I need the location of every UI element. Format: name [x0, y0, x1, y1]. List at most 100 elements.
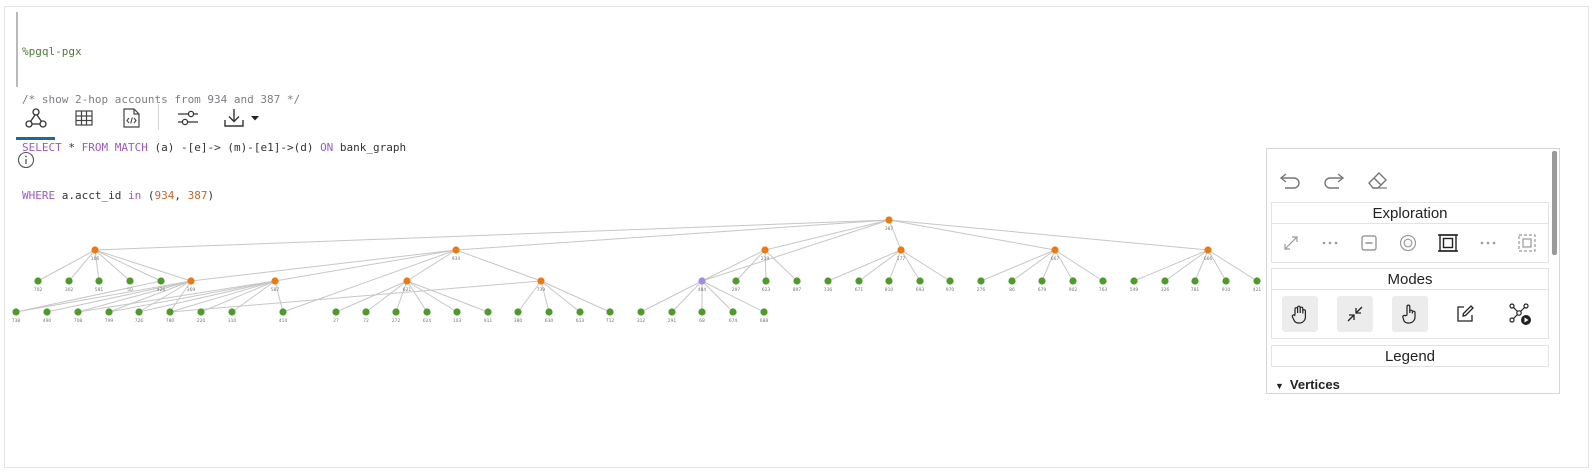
tab-graph-view[interactable]	[18, 100, 54, 136]
vertex-special[interactable]	[698, 277, 706, 285]
graph-edge[interactable]	[701, 280, 765, 313]
group-icon[interactable]	[1437, 232, 1459, 254]
vertex-hub[interactable]	[271, 277, 279, 285]
graph-edge[interactable]	[900, 249, 951, 282]
graph-edge[interactable]	[1164, 249, 1209, 282]
vertex-leaf[interactable]	[1222, 277, 1230, 285]
vertex-leaf[interactable]	[545, 308, 553, 316]
graph-edge[interactable]	[1054, 249, 1104, 282]
vertex-leaf[interactable]	[1099, 277, 1107, 285]
graph-edge[interactable]	[858, 249, 902, 282]
vertex-leaf[interactable]	[946, 277, 954, 285]
vertex-hub[interactable]	[403, 277, 411, 285]
vertex-leaf[interactable]	[760, 308, 768, 316]
graph-edge[interactable]	[200, 280, 276, 313]
graph-edge[interactable]	[540, 280, 581, 313]
vertex-leaf[interactable]	[423, 308, 431, 316]
graph-edge[interactable]	[108, 280, 276, 313]
vertex-leaf[interactable]	[34, 277, 42, 285]
graph-edge[interactable]	[15, 280, 192, 313]
vertex-leaf[interactable]	[332, 308, 340, 316]
vertex-hub[interactable]	[537, 277, 545, 285]
graph-edge[interactable]	[274, 249, 457, 282]
graph-edge[interactable]	[94, 249, 162, 282]
vertex-leaf[interactable]	[762, 277, 770, 285]
graph-edge[interactable]	[980, 249, 1056, 282]
graph-edge[interactable]	[37, 249, 96, 282]
graph-canvas[interactable]: 387 166 934 219 177 667 666 369 587 621 739 484 702 3…	[0, 140, 1265, 340]
tab-table-view[interactable]	[66, 100, 102, 136]
graph-edge[interactable]	[274, 280, 284, 313]
graph-edge[interactable]	[455, 219, 890, 251]
graph-edge[interactable]	[406, 280, 489, 313]
select-mode-button[interactable]	[1391, 296, 1428, 332]
graph-edge[interactable]	[1207, 249, 1258, 282]
vertex-leaf[interactable]	[166, 308, 174, 316]
vertex-leaf[interactable]	[105, 308, 113, 316]
vertex-leaf[interactable]	[885, 277, 893, 285]
graph-edge[interactable]	[406, 280, 428, 313]
graph-edge[interactable]	[138, 280, 276, 313]
graph-edge[interactable]	[671, 280, 703, 313]
vertex-leaf[interactable]	[392, 308, 400, 316]
graph-edge[interactable]	[455, 249, 542, 282]
graph-edge[interactable]	[169, 280, 542, 313]
graph-edge[interactable]	[231, 280, 276, 313]
vertex-leaf[interactable]	[729, 308, 737, 316]
graph-edge[interactable]	[1133, 249, 1209, 282]
graph-edge[interactable]	[406, 249, 457, 282]
expand-icon[interactable]	[1281, 233, 1301, 253]
vertex-hub[interactable]	[187, 277, 195, 285]
vertex-leaf[interactable]	[977, 277, 985, 285]
graph-edge[interactable]	[701, 219, 890, 282]
vertex-leaf[interactable]	[855, 277, 863, 285]
vertex-leaf[interactable]	[126, 277, 134, 285]
graph-edge[interactable]	[764, 249, 798, 282]
graph-edge[interactable]	[108, 280, 192, 313]
graph-edge[interactable]	[169, 280, 276, 313]
vertex-leaf[interactable]	[65, 277, 73, 285]
vertex-leaf[interactable]	[197, 308, 205, 316]
info-icon[interactable]	[17, 151, 35, 173]
graph-edge[interactable]	[888, 219, 1209, 251]
vertex-leaf[interactable]	[228, 308, 236, 316]
graph-edge[interactable]	[764, 249, 767, 282]
graph-edge[interactable]	[888, 249, 902, 282]
graph-edge[interactable]	[827, 249, 902, 282]
vertex-leaf[interactable]	[606, 308, 614, 316]
graph-edge[interactable]	[1194, 249, 1209, 282]
vertex-leaf[interactable]	[362, 308, 370, 316]
vertex-hub[interactable]	[761, 246, 769, 254]
vertex-hub[interactable]	[897, 246, 905, 254]
graph-edge[interactable]	[335, 280, 408, 313]
graph-edge[interactable]	[169, 280, 192, 313]
graph-edge[interactable]	[138, 280, 192, 313]
vertex-leaf[interactable]	[95, 277, 103, 285]
graph-edge[interactable]	[94, 219, 890, 251]
graph-edge[interactable]	[190, 249, 457, 282]
ungroup-icon[interactable]	[1516, 232, 1538, 254]
edit-mode-button[interactable]	[1447, 296, 1483, 332]
vertex-leaf[interactable]	[43, 308, 51, 316]
graph-edge[interactable]	[68, 249, 96, 282]
download-button[interactable]	[218, 100, 266, 136]
legend-vertices-toggle[interactable]: ▼ Vertices	[1275, 377, 1340, 392]
vertex-leaf[interactable]	[12, 308, 20, 316]
vertex-root[interactable]	[885, 216, 893, 224]
eraser-icon[interactable]	[1365, 167, 1391, 193]
vertex-leaf[interactable]	[1253, 277, 1261, 285]
vertex-leaf[interactable]	[514, 308, 522, 316]
vertex-leaf[interactable]	[1130, 277, 1138, 285]
vertex-leaf[interactable]	[576, 308, 584, 316]
tab-json-view[interactable]	[113, 100, 149, 136]
undo-icon[interactable]	[1277, 167, 1303, 193]
graph-edge[interactable]	[900, 249, 921, 282]
graph-edge[interactable]	[282, 249, 457, 313]
vertex-leaf[interactable]	[157, 277, 165, 285]
redo-icon[interactable]	[1321, 167, 1347, 193]
graph-edge[interactable]	[517, 280, 542, 313]
collapse-icon[interactable]	[1359, 233, 1379, 253]
vertex-leaf[interactable]	[1191, 277, 1199, 285]
settings-button[interactable]	[170, 100, 206, 136]
vertex-leaf[interactable]	[279, 308, 287, 316]
